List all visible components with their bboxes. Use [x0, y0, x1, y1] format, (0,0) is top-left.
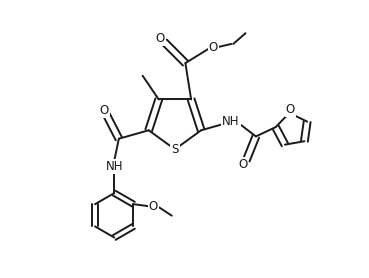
Text: O: O [155, 32, 164, 45]
Text: O: O [238, 158, 247, 171]
Text: NH: NH [106, 160, 123, 173]
Text: O: O [100, 104, 109, 117]
Text: O: O [209, 41, 218, 54]
Text: O: O [286, 103, 295, 116]
Text: NH: NH [222, 115, 240, 128]
Text: O: O [149, 200, 158, 213]
Text: S: S [171, 143, 179, 156]
